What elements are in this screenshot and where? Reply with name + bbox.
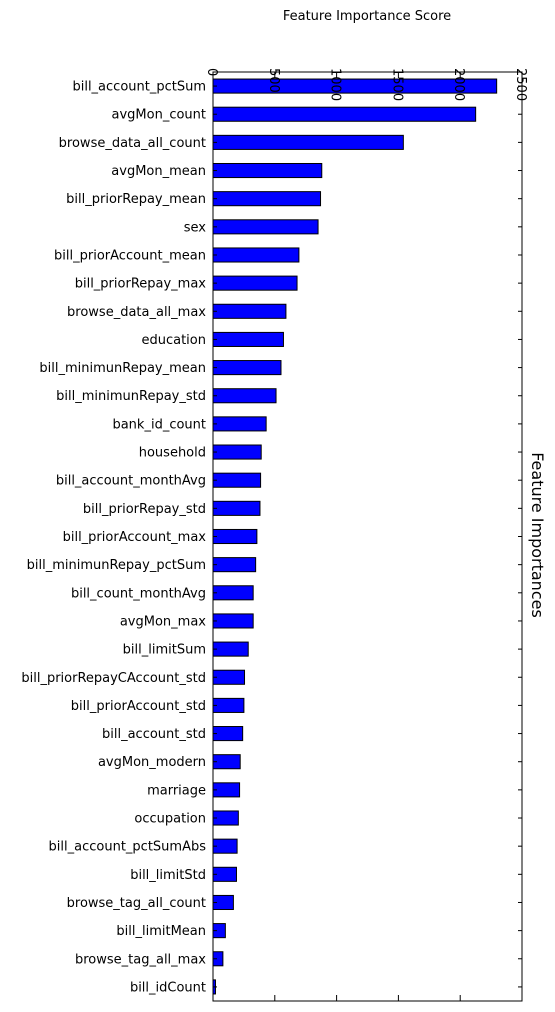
- category-label: bill_limitStd: [130, 868, 206, 883]
- chart-title: Feature Importances: [528, 452, 547, 618]
- bar: [212, 754, 241, 770]
- category-label: bill_limitMean: [116, 924, 206, 939]
- category-label: browse_tag_all_count: [67, 896, 206, 911]
- bar: [212, 162, 323, 179]
- category-label: bill_priorAccount_mean: [54, 248, 206, 263]
- category-label: avgMon_count: [112, 108, 207, 123]
- category-label: bill_priorRepay_mean: [66, 192, 206, 207]
- x-tick-label: 1000: [328, 68, 343, 101]
- bar: [212, 303, 287, 319]
- category-label: browse_data_all_count: [59, 136, 206, 151]
- bar: [212, 585, 254, 601]
- category-label: bill_minimunRepay_pctSum: [27, 558, 206, 573]
- category-label: bill_idCount: [130, 980, 206, 995]
- bar: [212, 360, 282, 376]
- category-label: avgMon_mean: [111, 164, 206, 179]
- bar: [212, 697, 245, 713]
- category-label: bill_count_monthAvg: [71, 586, 206, 601]
- category-label: bill_priorRepayCAccount_std: [21, 671, 206, 686]
- category-label: bill_priorRepay_max: [75, 277, 207, 292]
- bar: [212, 331, 284, 347]
- bar: [212, 247, 300, 263]
- bar: [212, 613, 254, 629]
- category-label: occupation: [134, 812, 206, 827]
- x-tick-label: 1500: [389, 68, 404, 101]
- bar: [212, 726, 244, 742]
- category-label: bill_minimunRepay_mean: [39, 361, 206, 376]
- x-axis-label: Feature Importance Score: [283, 9, 451, 24]
- category-label: browse_tag_all_max: [75, 952, 206, 967]
- plot-frame: [212, 71, 523, 1002]
- bar: [212, 416, 267, 432]
- bar: [212, 388, 277, 404]
- category-label: household: [139, 446, 206, 461]
- category-label: bill_priorAccount_max: [63, 530, 207, 545]
- bar: [212, 134, 404, 150]
- x-tick-label: 2000: [451, 68, 466, 101]
- category-label: bill_account_pctSum: [72, 80, 206, 95]
- category-label: avgMon_modern: [98, 755, 206, 770]
- bar: [212, 557, 257, 573]
- category-label: bank_id_count: [112, 417, 206, 432]
- category-label: avgMon_max: [120, 614, 206, 629]
- category-label: browse_data_all_max: [67, 305, 206, 320]
- category-label: bill_limitSum: [123, 643, 206, 658]
- category-label: bill_priorRepay_std: [83, 502, 206, 517]
- bar: [212, 444, 262, 460]
- bar: [212, 472, 262, 488]
- category-label: education: [141, 333, 206, 348]
- category-label: bill_account_std: [102, 727, 206, 742]
- category-label: bill_priorAccount_std: [71, 699, 206, 714]
- bar: [212, 106, 477, 122]
- bar: [212, 275, 298, 291]
- bar: [212, 669, 246, 685]
- category-label: bill_account_monthAvg: [56, 474, 206, 489]
- x-tick-label: 500: [266, 68, 281, 93]
- category-label: bill_minimunRepay_std: [56, 389, 206, 404]
- category-label: sex: [184, 220, 207, 235]
- x-tick-label: 2500: [513, 68, 528, 101]
- bar: [212, 191, 322, 207]
- category-label: bill_account_pctSumAbs: [49, 840, 207, 855]
- bar: [212, 219, 319, 235]
- bar: [212, 528, 258, 545]
- x-tick-label: 0: [204, 68, 219, 76]
- bar: [212, 500, 261, 516]
- plot-area: bill_account_pctSum avgMon_count browse_da…: [21, 68, 528, 1002]
- bar: [212, 641, 249, 657]
- category-label: marriage: [147, 783, 206, 798]
